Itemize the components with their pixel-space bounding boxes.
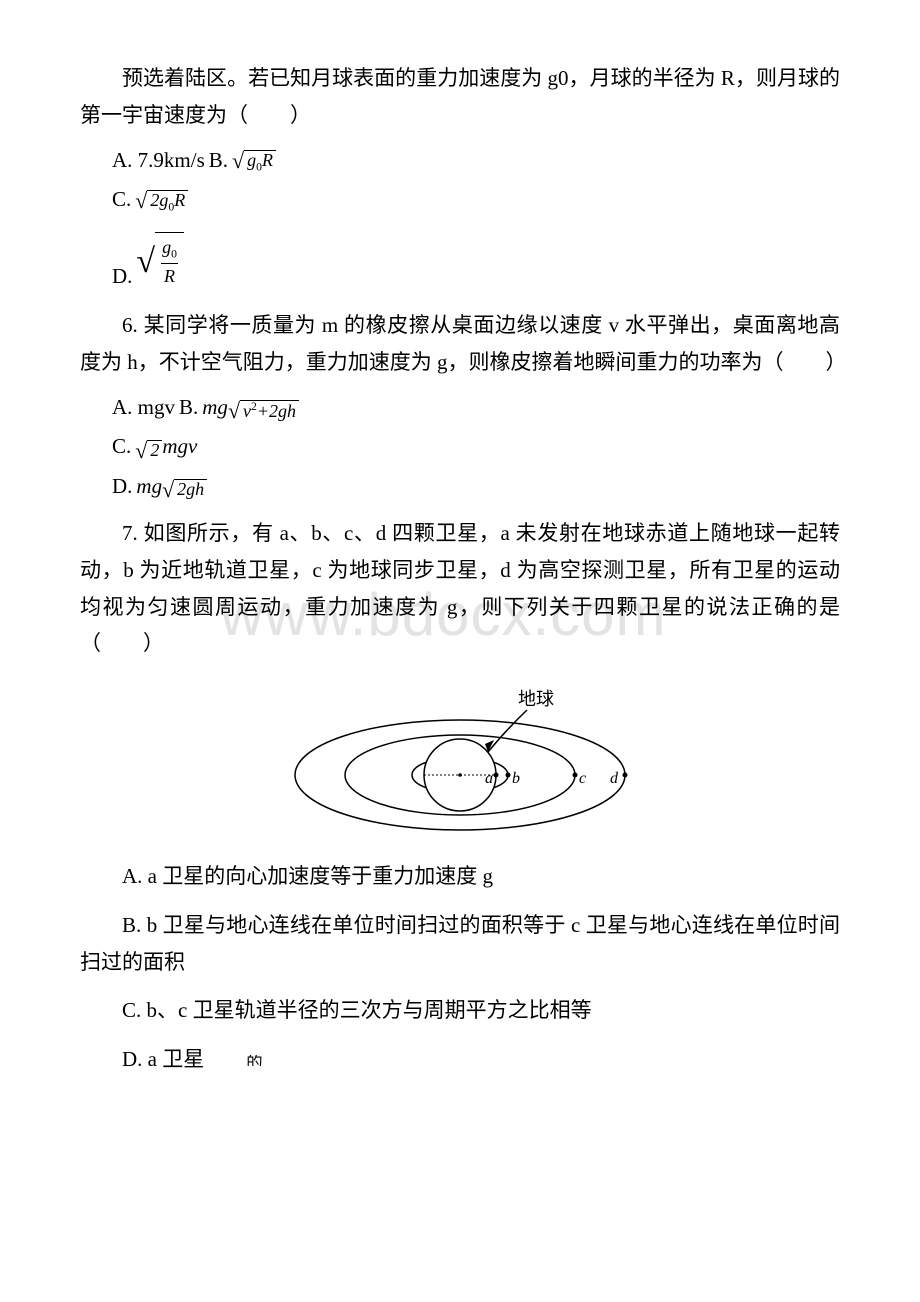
q7-option-a: A. a 卫星的向心加速度等于重力加速度 g [80,858,840,895]
option-label: D. [112,472,132,501]
q5-option-d: D. √ g0 R [112,232,840,291]
page-content: 预选着陆区。若已知月球表面的重力加速度为 g0，月球的半径为 R，则月球的第一宇… [80,60,840,1078]
q7-option-c: C. b、c 卫星轨道半径的三次方与周期平方之比相等 [80,992,840,1029]
q7-figure: a b c d 地球 [80,680,840,840]
q6-option-d: D. mg √ 2gh [112,472,840,501]
satellite-diagram: a b c d 地球 [290,680,630,840]
q5-options: A. 7.9km/s B. √ g0R C. √ 2g0R D. √ g0 R [112,146,840,292]
sqrt-expr: √ g0R [232,150,276,174]
option-label: A. mgv [112,393,175,422]
option-label: D. [112,262,132,291]
q6-option-c: C. √ 2 mgv [112,432,840,461]
q6-options: A. mgv B. mg √ v2+2gh C. √ 2 mgv D. mg √… [112,393,840,501]
arrow-line [488,710,527,752]
cut-text: 的 [204,1055,262,1066]
sqrt-expr: √ 2gh [162,479,207,501]
math-expr: mgv [162,432,197,461]
option-label: C. [112,432,131,461]
center-dot [458,773,462,777]
sqrt-expr: √ 2 [135,440,162,462]
sqrt-expr: √ g0 R [136,232,184,291]
option-label: C. [112,185,131,214]
option-label: B. [209,146,228,175]
q7-option-d: D. a 卫星的 [80,1041,840,1078]
q7-option-b: B. b 卫星与地心连线在单位时间扫过的面积等于 c 卫星与地心连线在单位时间扫… [80,907,840,981]
math-expr: mg [202,393,228,422]
point-c [573,773,578,778]
q5-option-a-b: A. 7.9km/s B. √ g0R [112,146,840,175]
label-b: b [512,770,520,787]
sqrt-expr: √ v2+2gh [228,400,299,422]
point-a [494,773,499,778]
q7-stem: 7. 如图所示，有 a、b、c、d 四颗卫星，a 未发射在地球赤道上随地球一起转… [80,515,840,662]
point-d [623,773,628,778]
label-a: a [485,770,493,787]
q6-stem: 6. 某同学将一质量为 m 的橡皮擦从桌面边缘以速度 v 水平弹出，桌面离地高度… [80,307,840,381]
q5-option-c: C. √ 2g0R [112,185,840,214]
point-b [506,773,511,778]
option-label: A. 7.9km/s [112,146,205,175]
label-d: d [610,770,619,787]
sqrt-expr: √ 2g0R [135,190,188,214]
fraction: g0 R [159,235,180,289]
q6-option-a-b: A. mgv B. mg √ v2+2gh [112,393,840,422]
option-label: B. [179,393,198,422]
label-earth: 地球 [518,689,554,709]
q5-stem-tail: 预选着陆区。若已知月球表面的重力加速度为 g0，月球的半径为 R，则月球的第一宇… [80,60,840,134]
math-expr: mg [136,472,162,501]
label-c: c [579,770,586,787]
